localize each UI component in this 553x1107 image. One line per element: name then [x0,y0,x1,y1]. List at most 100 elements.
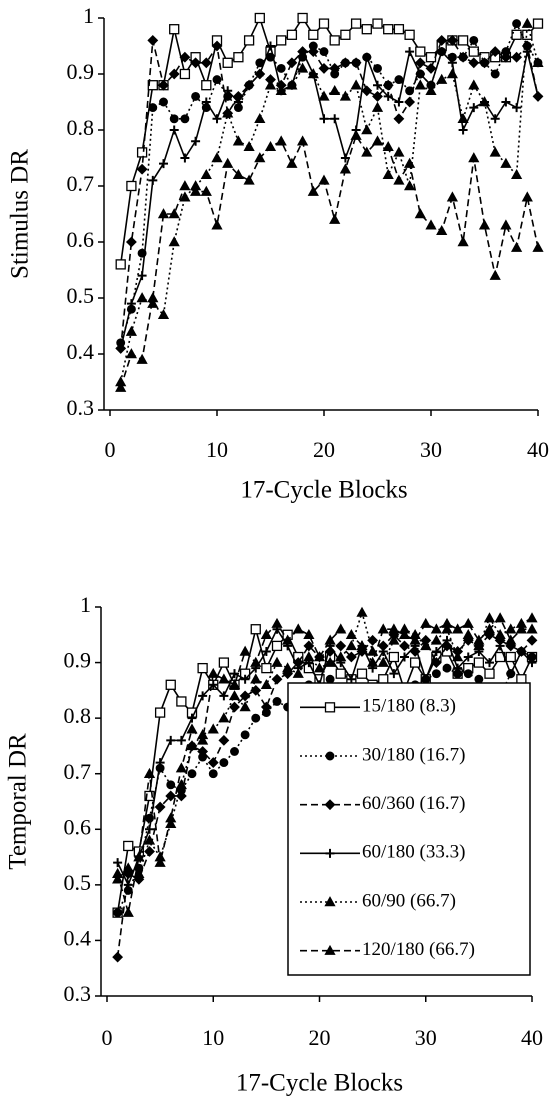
marker [133,851,145,862]
marker [447,58,457,68]
y-tick-label: 0.7 [64,759,92,784]
x-tick-label: 30 [420,437,442,462]
marker [232,168,245,180]
marker [453,663,463,673]
marker [239,645,251,656]
marker [261,662,272,674]
marker [383,24,394,35]
marker [442,663,452,673]
marker [145,824,154,834]
marker [197,746,209,757]
marker [324,702,336,713]
marker [505,634,517,645]
marker [133,867,145,878]
marker [286,57,298,69]
marker [361,124,373,135]
series-line [119,23,539,383]
marker [148,103,158,113]
marker [297,12,308,24]
marker [414,208,426,219]
marker [409,657,421,668]
marker [515,623,527,634]
series-line [119,21,539,344]
marker [469,103,479,113]
marker [339,163,352,174]
y-tick-label: 0.4 [67,339,95,364]
marker [260,628,272,640]
marker [154,856,166,867]
marker [286,79,298,90]
marker [430,634,442,645]
marker [307,185,319,196]
marker [113,858,123,868]
marker [282,634,294,645]
marker [125,325,138,336]
marker [361,85,373,97]
marker [292,623,304,634]
y-tick-label: 0.5 [67,283,95,308]
marker [229,701,240,713]
marker [446,68,459,79]
marker [319,47,329,57]
marker [222,57,233,68]
series-line [116,627,533,887]
marker [276,35,287,46]
marker [414,79,426,90]
x-tick-label: 20 [309,1025,331,1050]
marker [115,259,126,270]
marker [346,674,356,684]
marker [136,353,148,364]
marker [148,175,158,185]
marker [335,651,347,662]
marker [441,617,453,628]
marker [511,29,522,40]
marker [388,623,400,634]
x-tick-label: 10 [206,437,228,462]
marker [522,29,533,40]
marker [176,696,187,707]
y-tick-label: 0.9 [67,59,95,84]
marker [473,640,485,651]
marker [339,90,352,101]
marker [125,348,138,359]
marker [512,103,522,113]
marker [166,735,176,745]
marker [275,84,287,96]
marker [421,674,431,684]
marker [430,623,442,634]
marker [473,634,485,645]
marker [533,91,543,101]
marker [526,623,538,634]
marker [425,62,437,74]
marker [361,24,372,35]
marker [255,69,265,79]
marker [197,662,208,674]
marker [271,656,283,667]
marker [382,79,394,91]
marker [506,669,516,679]
marker [243,174,255,185]
marker [329,62,341,74]
marker [489,269,501,280]
marker [165,679,176,690]
x-tick-label: 0 [102,1025,113,1050]
marker [350,79,362,90]
marker [286,157,298,168]
marker [239,690,251,702]
y-tick-label: 0.3 [67,395,95,420]
marker [122,906,134,917]
marker [532,18,544,29]
marker [345,640,357,651]
marker [485,658,494,668]
marker [377,656,389,667]
marker [398,628,411,640]
marker [244,80,254,90]
marker [483,612,496,623]
legend-label: 60/180 (33.3) [362,842,465,863]
marker [228,690,241,701]
y-tick-label: 0.6 [64,814,92,839]
marker [179,180,191,191]
series-line [119,15,539,265]
marker [526,634,538,646]
marker [218,734,230,746]
